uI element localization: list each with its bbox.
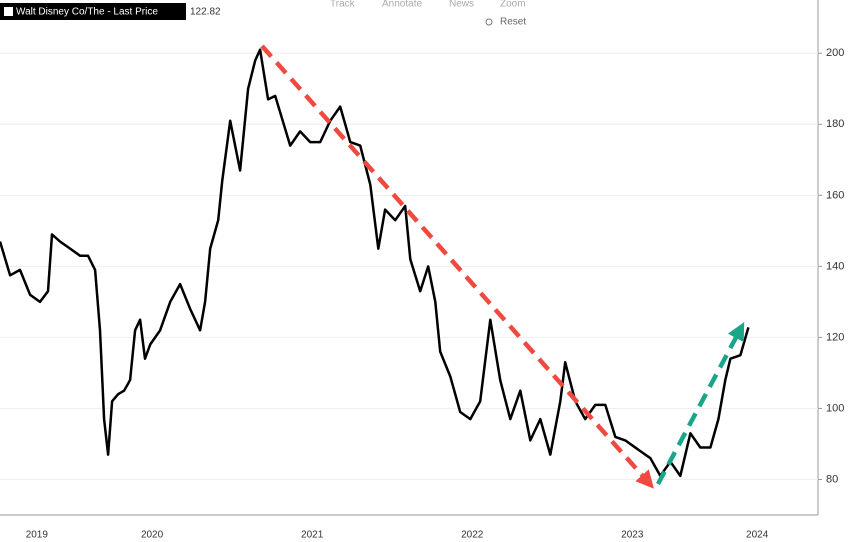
reset-icon[interactable] [485,18,493,26]
legend-box [0,3,186,20]
legend-label: Walt Disney Co/The - Last Price [16,7,158,18]
x-tick-label: 2024 [746,530,769,541]
x-tick-label: 2020 [141,530,164,541]
y-tick-label: 80 [826,473,838,485]
x-tick-label: 2023 [621,530,644,541]
toolbar-annotate[interactable]: Annotate [382,0,422,10]
y-tick-label: 180 [826,118,844,130]
y-tick-label: 200 [826,47,844,59]
price-line [0,48,750,478]
y-tick-label: 120 [826,331,844,343]
toolbar-track[interactable]: Track [330,0,356,10]
toolbar-zoom[interactable]: Zoom [500,0,526,10]
x-tick-label: 2019 [26,530,49,541]
y-tick-label: 160 [826,189,844,201]
trend-arrow-down [260,44,654,489]
y-tick-label: 100 [826,402,844,414]
legend-value: 122.82 [190,7,221,18]
toolbar-news[interactable]: News [449,0,474,10]
x-tick-label: 2022 [461,530,484,541]
x-tick-label: 2021 [301,530,324,541]
trend-arrow-up [656,322,745,486]
toolbar-reset[interactable]: Reset [500,17,526,28]
legend-swatch [4,7,13,16]
y-tick-label: 140 [826,260,844,272]
